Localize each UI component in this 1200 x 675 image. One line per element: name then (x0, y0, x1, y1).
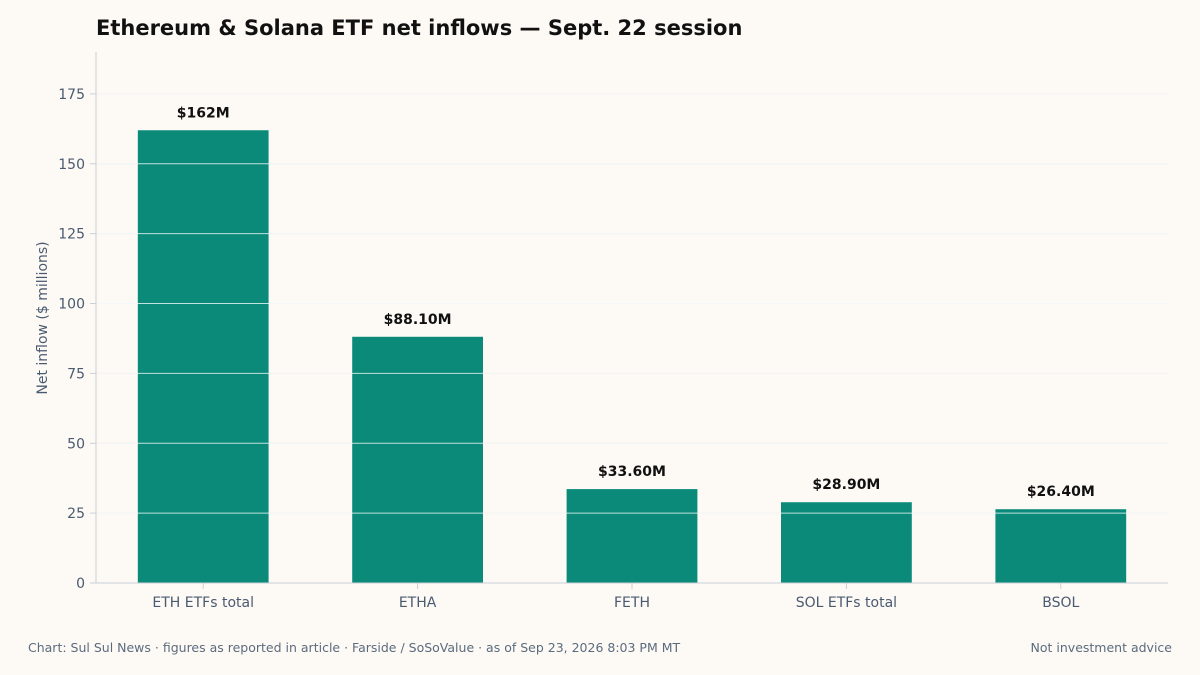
x-tick-label: BSOL (1042, 595, 1079, 611)
y-tick-label: 175 (58, 87, 85, 103)
bar (566, 489, 698, 583)
data-label: $33.60M (598, 464, 666, 480)
data-labels: $162M $88.10M $33.60M $28.90M $26.40M (177, 105, 1095, 500)
chart-title: Ethereum & Solana ETF net inflows — Sept… (96, 16, 743, 40)
data-label: $162M (177, 105, 230, 121)
y-tick-label: 50 (67, 436, 85, 452)
bars (137, 130, 1127, 583)
x-tick-label: ETH ETFs total (152, 595, 254, 611)
gridlines-overlay (96, 93, 1168, 514)
y-tick-label: 150 (58, 157, 85, 173)
x-tick-label: ETHA (399, 595, 437, 611)
data-label: $88.10M (384, 312, 452, 328)
data-label: $26.40M (1027, 484, 1095, 500)
bar (137, 130, 269, 583)
bar (352, 336, 483, 583)
bar (781, 502, 912, 583)
y-tick-label: 125 (58, 227, 85, 243)
bar-chart: 0 25 50 75 100 125 150 175 ETH ETFs total ETHA FET… (35, 52, 1168, 611)
source-note: Chart: Sul Sul News · figures as reporte… (28, 640, 681, 655)
y-tick-label: 0 (76, 576, 85, 592)
data-label: $28.90M (812, 477, 880, 493)
y-axis-label: Net inflow ($ millions) (35, 241, 51, 394)
y-tick-label: 75 (67, 366, 85, 382)
x-tick-label: SOL ETFs total (796, 595, 897, 611)
x-tick-label: FETH (614, 595, 650, 611)
axes: 0 25 50 75 100 125 150 175 ETH ETFs total ETHA FET… (58, 52, 1168, 611)
disclaimer: Not investment advice (1030, 640, 1172, 655)
y-tick-label: 100 (58, 297, 85, 313)
y-tick-label: 25 (67, 506, 85, 522)
bar (995, 509, 1127, 583)
